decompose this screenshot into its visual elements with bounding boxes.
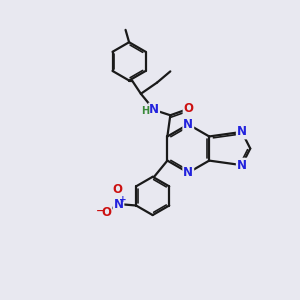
Text: N: N: [183, 166, 193, 179]
Text: −: −: [96, 206, 105, 216]
Text: N: N: [237, 125, 247, 138]
Text: O: O: [112, 183, 122, 196]
Text: O: O: [184, 102, 194, 115]
Text: +: +: [119, 194, 127, 203]
Text: N: N: [183, 118, 193, 131]
Text: H: H: [141, 106, 149, 116]
Text: N: N: [113, 197, 123, 211]
Text: N: N: [149, 103, 159, 116]
Text: O: O: [101, 206, 111, 219]
Text: N: N: [237, 159, 247, 172]
